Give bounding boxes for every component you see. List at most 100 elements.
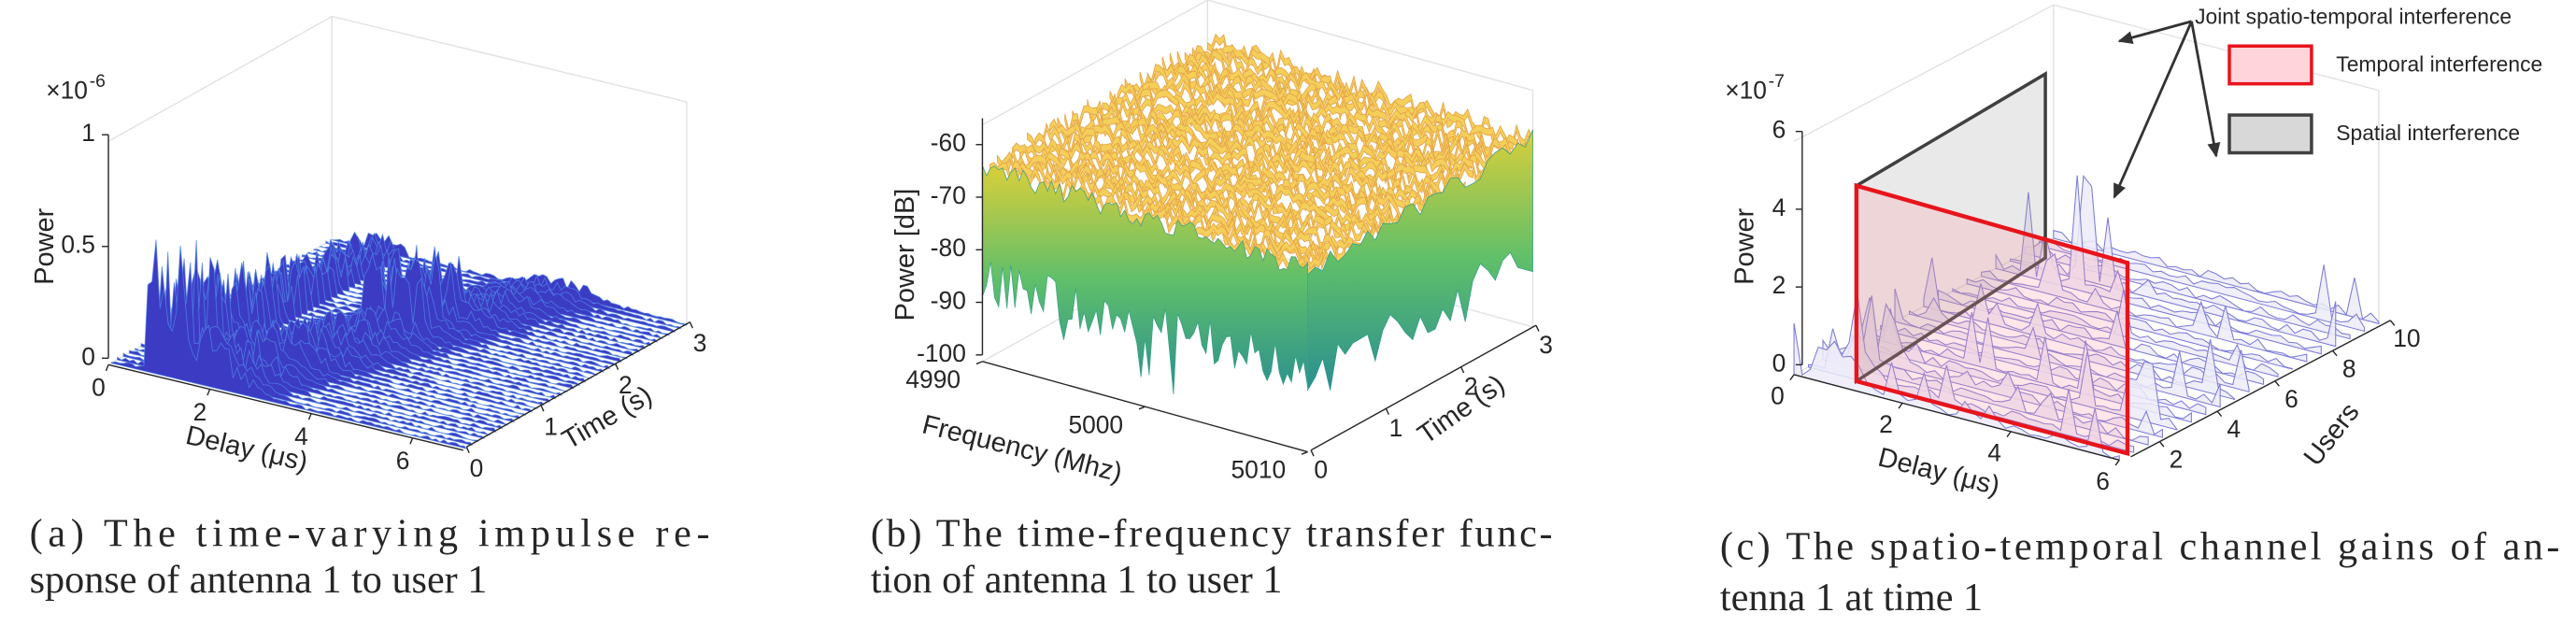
tick-label: 0 <box>92 374 106 402</box>
surface-decoration <box>110 231 688 449</box>
surface-row <box>110 239 468 449</box>
tick-mark <box>975 361 983 365</box>
tick-mark <box>2216 410 2223 418</box>
temporal-region <box>1854 182 2130 457</box>
tick-mark <box>409 437 414 445</box>
surface-row <box>2010 174 2337 348</box>
tick-label: 0 <box>1772 349 1786 377</box>
tick-mark <box>1301 450 1308 455</box>
tick-label: 8 <box>2342 354 2356 382</box>
tick-label: 6 <box>1772 116 1786 144</box>
surface-row <box>1822 295 2149 446</box>
tick-mark <box>2114 459 2120 466</box>
axis-label: Power [dB] <box>890 189 920 321</box>
tick-mark <box>1310 449 1315 457</box>
legend-label: Spatial interference <box>2336 121 2520 145</box>
tick-label: 4990 <box>905 365 961 393</box>
axis-line <box>1793 374 2120 462</box>
tick-label: 1 <box>1389 414 1403 442</box>
tick-label: -100 <box>917 339 966 367</box>
tick-label: 6 <box>396 447 410 475</box>
tick-label: 0 <box>1314 456 1328 484</box>
tick-mark <box>105 364 109 372</box>
axis-label: Delay (μs) <box>1875 443 2003 502</box>
tick-label: 3 <box>693 329 707 357</box>
box-edge <box>1207 0 1533 92</box>
tick-label: 2 <box>1879 410 1893 438</box>
surface-decoration <box>982 33 1533 395</box>
tick-label: 5000 <box>1068 410 1123 438</box>
tick-label: 2 <box>619 371 633 399</box>
axis-label: Users <box>2298 397 2366 471</box>
axis-exponent: ×10 <box>1725 77 1767 105</box>
surface-row <box>230 252 587 383</box>
surface-row <box>997 150 1324 271</box>
axis-line <box>1310 324 1537 451</box>
tick-label: -80 <box>931 234 966 262</box>
box-edge <box>332 15 688 103</box>
tick-mark <box>206 389 211 396</box>
tick-mark <box>1789 374 1795 381</box>
tick-mark <box>540 405 545 412</box>
tick-label: 0 <box>470 454 484 482</box>
annotation-arrow <box>2190 21 2221 158</box>
annotation-arrow <box>2113 21 2193 199</box>
legend-swatch <box>2227 44 2313 86</box>
tick-label: 6 <box>2284 385 2298 413</box>
caption-line: (b) The time-frequency transfer func- <box>871 512 1553 556</box>
tick-mark <box>465 446 470 454</box>
surface-side <box>1307 129 1533 392</box>
tick-label: 1 <box>544 412 558 440</box>
axis-label: Time (s) <box>1413 369 1511 450</box>
caption-line: (c) The spatio-temporal channel gains of… <box>1720 525 2559 569</box>
tick-label: 0.5 <box>61 231 95 259</box>
axis-line <box>2130 320 2391 458</box>
caption-line: sponse of antenna 1 to user 1 <box>30 558 488 602</box>
tick-label: 2 <box>1464 373 1478 401</box>
annotation: Joint spatio-temporal interference <box>2195 4 2512 28</box>
tick-label: 6 <box>2096 467 2110 495</box>
box-edge <box>982 0 1208 126</box>
tick-label: 4 <box>1987 438 2001 466</box>
tick-mark <box>1138 406 1146 410</box>
axis-line <box>107 363 464 451</box>
legend-swatch <box>2227 113 2313 155</box>
tick-label: -60 <box>931 129 966 157</box>
tick-label: 1 <box>81 119 95 147</box>
box-edge <box>1793 4 2055 142</box>
surface-row <box>1981 252 2308 363</box>
surface-row <box>1146 64 1473 187</box>
tick-mark <box>307 413 312 420</box>
axis-exponent-power: -6 <box>90 71 106 92</box>
tick-label: -90 <box>931 287 966 315</box>
panel: 0 0.5 1 Power 0 2 4 6 Delay (μs) 0 1 2 3 Time (s) ×10-… <box>30 15 710 602</box>
legend-label: Temporal interference <box>2336 51 2542 76</box>
caption-line: (a) The time-varying impulse re- <box>30 512 710 556</box>
tick-mark <box>1535 324 1540 332</box>
axis-exponent: ×10 <box>46 77 88 105</box>
tick-mark <box>2158 441 2165 448</box>
surface-row <box>1937 289 2265 385</box>
tick-label: 4 <box>1772 193 1786 221</box>
box-edge <box>107 15 333 142</box>
axis-label: Delay (μs) <box>183 420 311 477</box>
tick-mark <box>1898 402 1903 409</box>
tick-label: 3 <box>1539 331 1553 359</box>
axis-label: Power <box>1730 207 1760 285</box>
tick-mark <box>1385 407 1389 415</box>
box-edge <box>2053 4 2380 92</box>
axis-line <box>466 321 690 448</box>
caption-line: tion of antenna 1 to user 1 <box>871 558 1283 602</box>
tick-mark <box>2389 320 2396 326</box>
tick-label: 2 <box>193 398 207 426</box>
surface-front <box>982 165 1308 395</box>
surface-decoration <box>1793 174 2380 462</box>
tick-label: 5010 <box>1231 456 1287 484</box>
panel: 0 2 4 6 Power 0 2 4 6 Delay (μs) 2 4 6 8 10 Users ×10 -7 T… <box>1720 4 2559 620</box>
tick-label: 0 <box>81 342 95 370</box>
tick-label: 2 <box>1772 271 1786 299</box>
tick-label: 0 <box>1771 381 1785 409</box>
